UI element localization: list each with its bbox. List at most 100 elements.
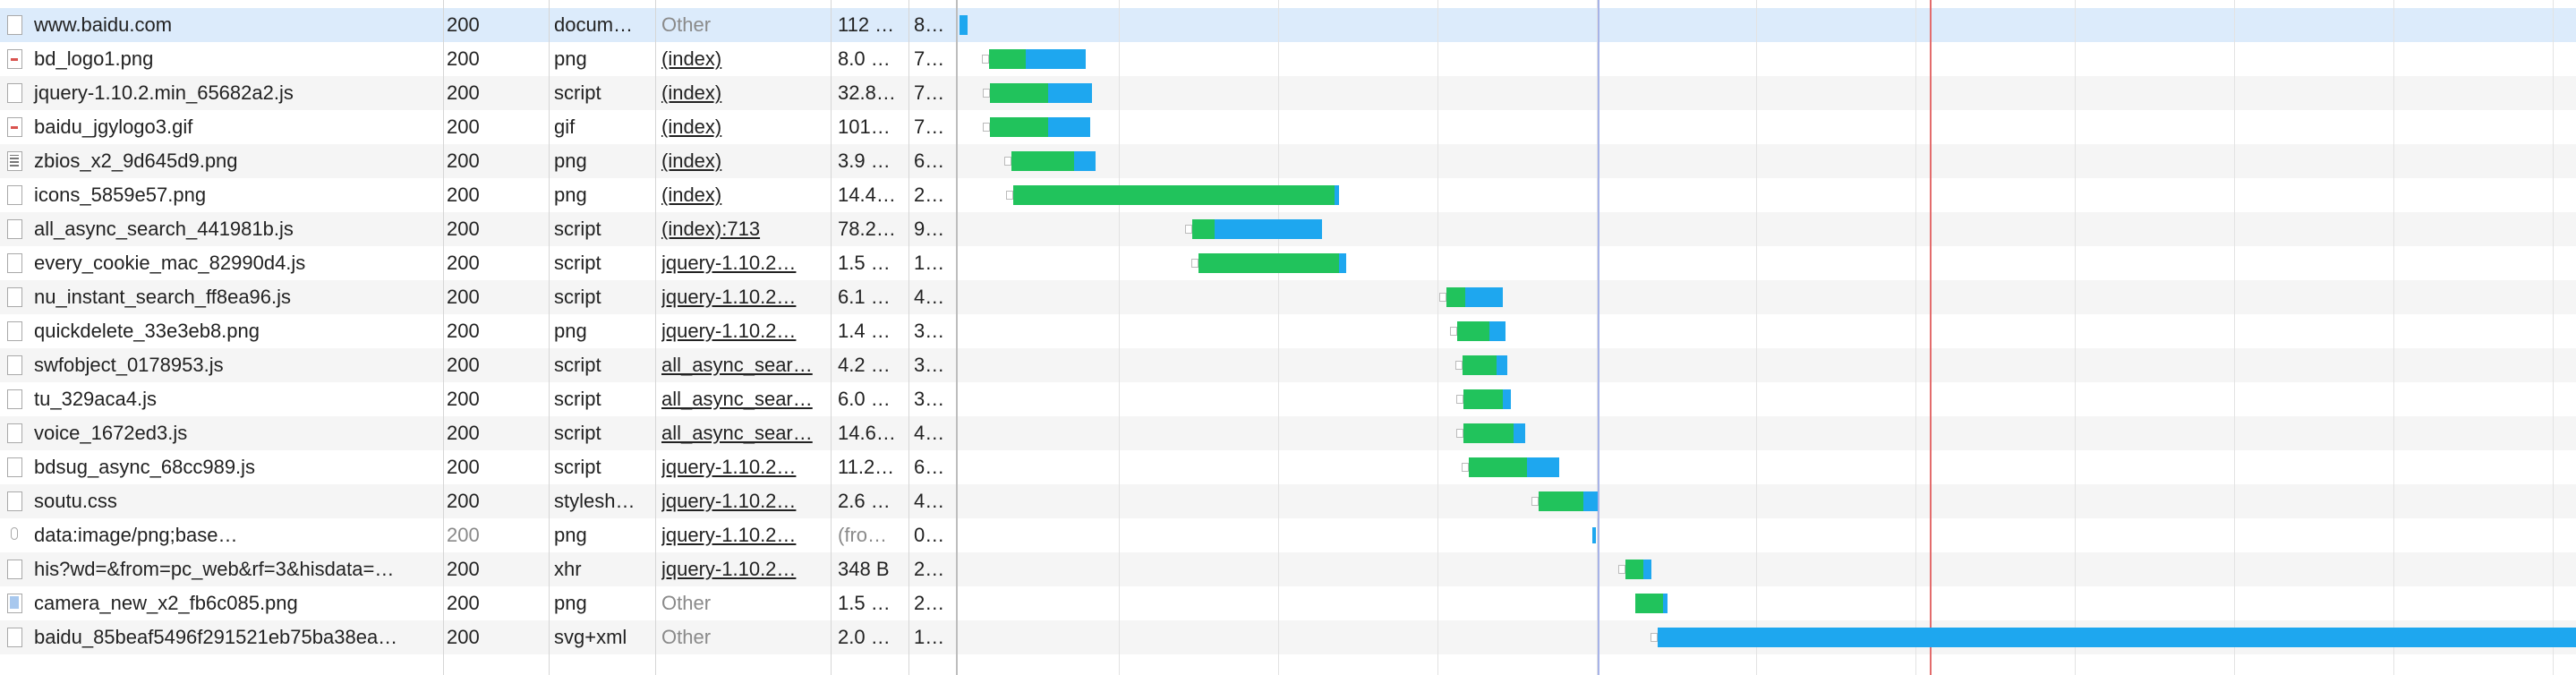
initiator-link[interactable]: jquery-1.10.2…	[661, 524, 797, 546]
column-divider[interactable]	[443, 0, 444, 675]
request-initiator[interactable]: jquery-1.10.2…	[661, 246, 824, 280]
table-row[interactable]: tu_329aca4.js 200 script all_async_sear… 6.0…	[0, 382, 2576, 416]
table-row[interactable]: zbios_x2_9d645d9.png 200 png (index) 3.9 … 6…	[0, 144, 2576, 178]
table-row[interactable]: voice_1672ed3.js 200 script all_async_sear……	[0, 416, 2576, 450]
waterfall-bar-waiting[interactable]	[1192, 219, 1215, 239]
waterfall-bar-waiting[interactable]	[1463, 423, 1514, 443]
waterfall-bar-receiving[interactable]	[1496, 355, 1508, 375]
request-name[interactable]: quickdelete_33e3eb8.png	[34, 320, 260, 342]
waterfall-bar-waiting[interactable]	[988, 49, 1027, 69]
waterfall-bar-receiving[interactable]	[1339, 253, 1346, 273]
request-name[interactable]: soutu.css	[34, 490, 117, 512]
table-row[interactable]: jquery-1.10.2.min_65682a2.js 200 script (in…	[0, 76, 2576, 110]
waterfall-bar-waiting[interactable]	[1462, 355, 1497, 375]
request-initiator[interactable]: (index)	[661, 110, 824, 144]
waterfall-bar-waiting[interactable]	[990, 83, 1049, 103]
request-name[interactable]: baidu_85beaf5496f291521eb75ba38ea…	[34, 626, 398, 648]
table-row[interactable]: bdsug_async_68cc989.js 200 script jquery-1.…	[0, 450, 2576, 484]
waterfall-bar-waiting[interactable]	[990, 117, 1049, 137]
waterfall-bar-receiving[interactable]	[1502, 389, 1511, 409]
request-name[interactable]: all_async_search_441981b.js	[34, 218, 294, 240]
request-initiator[interactable]: jquery-1.10.2…	[661, 484, 824, 518]
initiator-link[interactable]: jquery-1.10.2…	[661, 252, 797, 274]
waterfall-bar-receiving[interactable]	[1048, 83, 1093, 103]
waterfall-bar-receiving[interactable]	[1489, 321, 1506, 341]
initiator-link[interactable]: jquery-1.10.2…	[661, 490, 797, 512]
table-row[interactable]: camera_new_x2_fb6c085.png 200 png Other 1.5 …	[0, 586, 2576, 620]
request-initiator[interactable]: (index):713	[661, 212, 824, 246]
request-name[interactable]: bd_logo1.png	[34, 47, 154, 70]
initiator-link[interactable]: jquery-1.10.2…	[661, 286, 797, 308]
request-initiator[interactable]: all_async_sear…	[661, 416, 824, 450]
waterfall-bar-receiving[interactable]	[1658, 628, 2576, 647]
waterfall-bar[interactable]	[1592, 527, 1597, 543]
column-divider[interactable]	[908, 0, 909, 675]
table-row[interactable]: soutu.css 200 stylesh… jquery-1.10.2… 2.6 … 4…	[0, 484, 2576, 518]
waterfall-bar-waiting[interactable]	[1634, 594, 1663, 613]
request-initiator[interactable]: jquery-1.10.2…	[661, 280, 824, 314]
initiator-link[interactable]: jquery-1.10.2…	[661, 320, 797, 342]
initiator-link[interactable]: (index):713	[661, 218, 761, 240]
table-row[interactable]: nu_instant_search_ff8ea96.js 200 script jqu…	[0, 280, 2576, 314]
waterfall-bar-receiving[interactable]	[1583, 491, 1599, 511]
table-row[interactable]: his?wd=&from=pc_web&rf=3&hisdata=… 200 xhr…	[0, 552, 2576, 586]
request-name[interactable]: every_cookie_mac_82990d4.js	[34, 252, 306, 274]
table-row[interactable]: data:image/png;base… 200 png jquery-1.10.2……	[0, 518, 2576, 552]
waterfall-bar-receiving[interactable]	[1526, 457, 1559, 477]
initiator-link[interactable]: all_async_sear…	[661, 388, 813, 410]
waterfall-bar-waiting[interactable]	[1625, 560, 1643, 579]
request-initiator[interactable]: jquery-1.10.2…	[661, 314, 824, 348]
request-name[interactable]: jquery-1.10.2.min_65682a2.js	[34, 81, 294, 104]
request-name[interactable]: his?wd=&from=pc_web&rf=3&hisdata=…	[34, 558, 395, 580]
waterfall-bar-waiting[interactable]	[1011, 151, 1075, 171]
table-row[interactable]: baidu_jgylogo3.gif 200 gif (index) 101… 7…	[0, 110, 2576, 144]
request-initiator[interactable]: (index)	[661, 76, 824, 110]
waterfall-bar-receiving[interactable]	[960, 15, 968, 35]
request-initiator[interactable]: jquery-1.10.2…	[661, 552, 824, 586]
waterfall-bar-receiving[interactable]	[1662, 594, 1668, 613]
request-name[interactable]: voice_1672ed3.js	[34, 422, 188, 444]
request-initiator[interactable]: (index)	[661, 42, 824, 76]
initiator-link[interactable]: (index)	[661, 47, 722, 70]
table-row[interactable]: www.baidu.com 200 docum… Other 112 … 8…	[0, 8, 2576, 42]
request-initiator[interactable]: jquery-1.10.2…	[661, 450, 824, 484]
waterfall-bar-waiting[interactable]	[1198, 253, 1340, 273]
request-initiator[interactable]: all_async_sear…	[661, 382, 824, 416]
waterfall-bar-waiting[interactable]	[1538, 491, 1584, 511]
request-initiator[interactable]: all_async_sear…	[661, 348, 824, 382]
waterfall-bar-receiving[interactable]	[1048, 117, 1091, 137]
initiator-link[interactable]: (index)	[661, 115, 722, 138]
column-divider[interactable]	[549, 0, 550, 675]
request-name[interactable]: camera_new_x2_fb6c085.png	[34, 592, 298, 614]
table-row[interactable]: bd_logo1.png 200 png (index) 8.0 … 7…	[0, 42, 2576, 76]
waterfall-bar-receiving[interactable]	[1642, 560, 1651, 579]
request-name[interactable]: www.baidu.com	[34, 13, 173, 36]
waterfall-bar-receiving[interactable]	[1465, 287, 1503, 307]
request-name[interactable]: nu_instant_search_ff8ea96.js	[34, 286, 292, 308]
request-name[interactable]: data:image/png;base…	[34, 524, 238, 546]
request-name[interactable]: bdsug_async_68cc989.js	[34, 456, 256, 478]
waterfall-bar-waiting[interactable]	[1012, 185, 1335, 205]
table-row[interactable]: quickdelete_33e3eb8.png 200 png jquery-1.10…	[0, 314, 2576, 348]
waterfall-bar-waiting[interactable]	[1463, 389, 1503, 409]
column-divider[interactable]	[655, 0, 656, 675]
waterfall-bar-waiting[interactable]	[1446, 287, 1466, 307]
column-divider[interactable]	[956, 0, 958, 675]
initiator-link[interactable]: (index)	[661, 150, 722, 172]
initiator-link[interactable]: jquery-1.10.2…	[661, 558, 797, 580]
initiator-link[interactable]: (index)	[661, 81, 722, 104]
request-name[interactable]: baidu_jgylogo3.gif	[34, 115, 193, 138]
request-name[interactable]: tu_329aca4.js	[34, 388, 157, 410]
request-initiator[interactable]: (index)	[661, 178, 824, 212]
waterfall-bar-waiting[interactable]	[1468, 457, 1527, 477]
table-row[interactable]: swfobject_0178953.js 200 script all_async_s…	[0, 348, 2576, 382]
waterfall-bar-receiving[interactable]	[1026, 49, 1086, 69]
waterfall-bar-receiving[interactable]	[1514, 423, 1526, 443]
column-divider[interactable]	[831, 0, 832, 675]
initiator-link[interactable]: (index)	[661, 184, 722, 206]
waterfall-bar-waiting[interactable]	[1457, 321, 1490, 341]
request-initiator[interactable]: (index)	[661, 144, 824, 178]
initiator-link[interactable]: jquery-1.10.2…	[661, 456, 797, 478]
initiator-link[interactable]: all_async_sear…	[661, 422, 813, 444]
request-name[interactable]: swfobject_0178953.js	[34, 354, 224, 376]
